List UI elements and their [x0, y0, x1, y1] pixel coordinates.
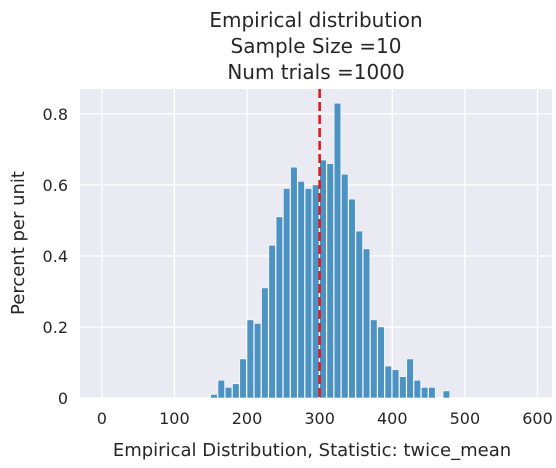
histogram-bar: [232, 383, 240, 399]
y-tick-label: 0.4: [43, 247, 68, 266]
histogram-bar: [355, 230, 363, 399]
histogram-bar: [290, 166, 298, 399]
histogram-bar: [420, 387, 429, 399]
y-tick-labels: 0 0.2 0.4 0.6 0.8: [43, 105, 68, 408]
x-tick-label: 600: [522, 409, 553, 428]
histogram-bar: [253, 323, 262, 399]
x-tick-label: 200: [232, 409, 263, 428]
histogram-bar: [217, 379, 225, 399]
histogram-bar: [261, 287, 269, 399]
histogram-bar: [406, 358, 414, 399]
histogram-bar: [312, 184, 320, 399]
histogram-bar: [377, 326, 385, 399]
x-tick-label: 500: [450, 409, 481, 428]
histogram-bar: [428, 387, 436, 399]
histogram-bar: [442, 390, 451, 399]
y-axis-label: Percent per unit: [8, 171, 29, 315]
x-tick-label: 0: [97, 409, 107, 428]
histogram-bar: [268, 244, 276, 399]
y-tick-label: 0: [58, 389, 68, 408]
histogram-bar: [210, 394, 218, 399]
y-tick-label: 0.2: [43, 318, 68, 337]
histogram-bar: [391, 369, 400, 399]
histogram-bars: [210, 102, 451, 399]
chart-title-line-3: Num trials =1000: [227, 60, 404, 84]
chart-title-line-1: Empirical distribution: [209, 8, 422, 32]
histogram-bar: [275, 216, 284, 399]
histogram-bar: [297, 181, 305, 399]
histogram-bar: [304, 188, 313, 399]
x-tick-label: 400: [377, 409, 408, 428]
histogram-bar: [333, 102, 342, 399]
x-tick-label: 100: [159, 409, 190, 428]
y-tick-label: 0.6: [43, 176, 68, 195]
histogram-bar: [239, 358, 247, 399]
y-tick-label: 0.8: [43, 105, 68, 124]
histogram-bar: [384, 365, 392, 399]
x-tick-label: 300: [304, 409, 335, 428]
histogram-bar: [326, 163, 334, 399]
histogram-bar: [348, 198, 356, 399]
histogram-bar: [224, 387, 233, 399]
histogram-bar: [362, 248, 371, 399]
x-axis-label: Empirical Distribution, Statistic: twice…: [113, 440, 511, 461]
chart-title-line-2: Sample Size =10: [231, 34, 402, 58]
histogram-bar: [413, 379, 421, 399]
histogram-bar: [283, 188, 291, 399]
histogram-bar: [399, 376, 407, 399]
histogram-bar: [341, 173, 349, 399]
x-tick-labels: 0 100 200 300 400 500 600: [97, 409, 553, 428]
histogram-bar: [370, 319, 378, 399]
histogram-bar: [246, 319, 254, 399]
